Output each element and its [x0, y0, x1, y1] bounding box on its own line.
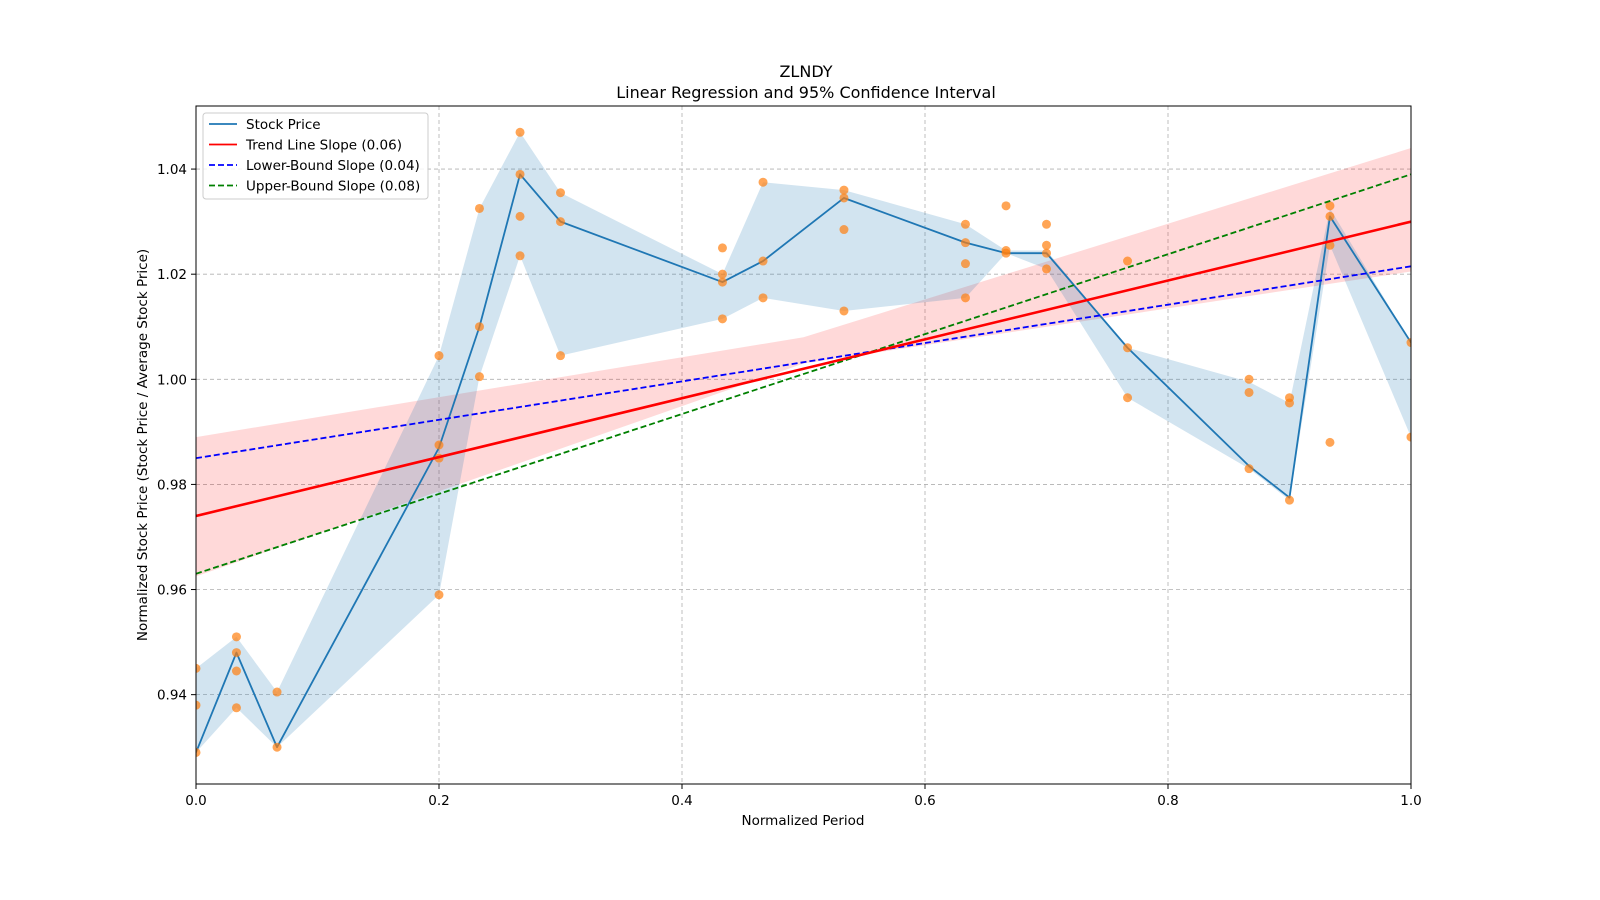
legend: Stock Price Trend Line Slope (0.06) Lower-… — [202, 112, 429, 200]
scatter-point — [839, 193, 849, 203]
scatter-point — [474, 322, 484, 332]
x-axis-label: Normalized Period — [742, 813, 865, 829]
scatter-point — [434, 351, 444, 361]
scatter-point — [758, 177, 768, 187]
scatter-point — [758, 256, 768, 266]
scatter-point — [556, 188, 565, 198]
scatter-point — [1244, 374, 1254, 384]
x-tick-label: 0.6 — [914, 793, 935, 809]
scatter-point — [1042, 264, 1051, 274]
x-tick-label: 1.0 — [1400, 793, 1421, 809]
scatter-point — [1325, 211, 1335, 221]
scatter-point — [515, 169, 525, 179]
scatter-point — [196, 747, 201, 757]
scatter-point — [960, 219, 970, 229]
scatter-point — [196, 663, 201, 673]
plot-data — [196, 127, 1411, 757]
scatter-point — [196, 700, 201, 710]
x-tick-label: 0.2 — [428, 793, 449, 809]
scatter-point — [717, 269, 727, 279]
scatter-point — [1244, 464, 1254, 474]
scatter-point — [272, 742, 282, 752]
scatter-point — [1042, 240, 1051, 250]
scatter-point — [1285, 495, 1294, 505]
stock-price-band — [196, 132, 1411, 753]
scatter-point — [272, 687, 282, 697]
scatter-point — [1123, 256, 1133, 266]
scatter-point — [231, 666, 241, 676]
y-tick-label: 0.94 — [157, 688, 187, 704]
scatter-point — [434, 590, 444, 600]
scatter-point — [960, 259, 970, 269]
scatter-point — [1042, 219, 1051, 229]
scatter-point — [1285, 398, 1294, 408]
scatter-point — [231, 632, 241, 642]
y-tick-label: 1.02 — [157, 267, 187, 283]
scatter-point — [839, 225, 849, 235]
plot-frame — [195, 105, 1412, 785]
scatter-point — [839, 185, 849, 195]
scatter-point — [1001, 201, 1011, 211]
scatter-point — [839, 306, 849, 316]
legend-label: Stock Price — [246, 117, 321, 133]
scatter-point — [1325, 201, 1335, 211]
scatter-point — [717, 277, 727, 287]
scatter-point — [717, 243, 727, 253]
chart-title: ZLNDY — [779, 62, 832, 81]
scatter-point — [1123, 343, 1133, 353]
y-tick-label: 0.98 — [157, 477, 187, 493]
scatter-point — [758, 293, 768, 303]
upper-bound-line — [196, 173, 1411, 575]
scatter-point — [960, 238, 970, 248]
scatter-point — [960, 293, 970, 303]
scatter-point — [1325, 437, 1335, 447]
scatter-point — [231, 648, 241, 658]
scatter-point — [1042, 248, 1051, 258]
legend-label: Upper-Bound Slope (0.08) — [246, 179, 420, 195]
legend-box — [202, 112, 429, 200]
scatter-point — [556, 351, 565, 361]
trend-line — [196, 220, 1411, 518]
scatter-point — [717, 314, 727, 324]
scatter-point — [1406, 432, 1411, 442]
axis-ticks: 0.0 0.2 0.4 0.6 0.8 1.0 0.94 0.96 0.98 1.00 1.02 1.… — [157, 162, 1422, 809]
scatter-point — [1244, 387, 1254, 397]
y-tick-label: 0.96 — [157, 583, 187, 599]
scatter-point — [474, 203, 484, 213]
legend-label: Lower-Bound Slope (0.04) — [246, 158, 420, 174]
scatter-point — [434, 440, 444, 450]
scatter-point — [515, 251, 525, 261]
scatter-point — [1406, 338, 1411, 348]
y-tick-label: 1.00 — [157, 372, 187, 388]
scatter-point — [515, 211, 525, 221]
x-tick-label: 0.4 — [671, 793, 692, 809]
scatter-point — [1001, 248, 1011, 258]
lower-bound-line — [196, 265, 1411, 460]
legend-label: Trend Line Slope (0.06) — [245, 138, 402, 154]
stock-price-line — [196, 173, 1411, 753]
scatter-point — [231, 703, 241, 713]
scatter-point — [1123, 393, 1133, 403]
scatter-point — [474, 372, 484, 382]
scatter-point — [515, 127, 525, 137]
y-tick-label: 1.04 — [157, 162, 187, 178]
x-tick-label: 0.0 — [185, 793, 206, 809]
chart-subtitle: Linear Regression and 95% Confidence Int… — [616, 83, 996, 102]
scatter-point — [556, 217, 565, 227]
y-axis-label: Normalized Stock Price (Stock Price / Av… — [135, 249, 151, 641]
x-tick-label: 0.8 — [1157, 793, 1178, 809]
